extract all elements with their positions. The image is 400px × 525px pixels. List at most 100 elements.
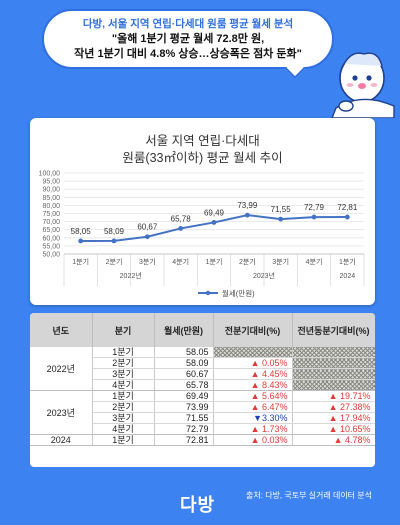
headline-subtitle: 다방, 서울 지역 연립·다세대 원룸 평균 월세 분석 <box>82 18 294 30</box>
y-tick-label: 100,00 <box>39 171 61 178</box>
x-tick-label: 3분기 <box>272 257 289 266</box>
header-yoy: 전년동분기대비(%) <box>292 313 375 347</box>
qoq-cell: ▲ 1.73% <box>213 423 293 436</box>
y-tick-label: 75,00 <box>42 211 60 218</box>
yoy-cell <box>292 368 375 381</box>
data-point <box>278 216 284 222</box>
yoy-cell: ▲ 27.38% <box>292 401 375 414</box>
header-year: 년도 <box>30 313 93 347</box>
data-label: 58,05 <box>71 227 92 236</box>
headline-line-2: 작년 1분기 대비 4.8% 상승…상승폭은 점차 둔화" <box>74 48 302 60</box>
chart-card: 서울 지역 연립·다세대 원룸(33㎡이하) 평균 월세 추이 50,00 55,… <box>30 118 375 305</box>
bubble-tail <box>285 59 305 79</box>
year-cell: 2024 <box>30 434 93 447</box>
data-point <box>311 214 317 220</box>
y-tick-label: 95,00 <box>42 179 60 186</box>
yoy-cell: ▲ 4.78% <box>292 434 375 447</box>
table-row: 3분기 71.55 ▼3.30% ▲ 17.94% <box>30 412 375 425</box>
data-label: 65,78 <box>171 214 192 223</box>
x-tick-label: 2분기 <box>106 257 123 266</box>
data-point <box>144 234 150 240</box>
qoq-cell: ▲ 5.64% <box>213 390 293 403</box>
qoq-cell: ▼3.30% <box>213 412 293 425</box>
table-row: 2022년 1분기 58.05 <box>30 347 375 392</box>
x-tick-label: 4분기 <box>172 257 189 266</box>
qoq-cell: ▲ 0.03% <box>213 434 293 447</box>
data-point <box>244 212 250 218</box>
headline-bubble: 다방, 서울 지역 연립·다세대 원룸 평균 월세 분석 "올해 1분기 평균 … <box>42 9 334 79</box>
data-label: 69,49 <box>204 208 225 217</box>
quarter-cell: 1분기 <box>92 390 155 403</box>
data-table-card: 년도 분기 월세(만원) 전분기대비(%) 전년동분기대비(%) 2022년 1분… <box>30 313 375 467</box>
y-tick-label: 85,00 <box>42 195 60 202</box>
quarter-cell: 2분기 <box>92 357 155 370</box>
quarter-cell: 4분기 <box>92 423 155 436</box>
quarter-cell: 1분기 <box>92 434 155 447</box>
data-label: 71,55 <box>271 205 292 214</box>
table-row: 3분기 60.67 ▲ 4.45% <box>30 368 375 381</box>
y-tick-label: 80,00 <box>42 203 60 210</box>
year-cell: 2022년 <box>30 347 93 392</box>
x-tick-label: 4분기 <box>306 257 323 266</box>
table-row: 2분기 58.09 ▲ 0.05% <box>30 357 375 370</box>
data-label: 72,81 <box>337 203 358 212</box>
mascot-character <box>331 52 395 118</box>
x-group-label: 2023년 <box>253 271 275 280</box>
x-tick-label: 1분기 <box>339 257 356 266</box>
qoq-cell: ▲ 6.47% <box>213 401 293 414</box>
header-qoq: 전분기대비(%) <box>213 313 293 347</box>
rent-cell: 73.99 <box>154 401 214 414</box>
y-tick-label: 70,00 <box>42 219 60 226</box>
y-tick-label: 65,00 <box>42 227 60 234</box>
chart-title-line-1: 서울 지역 연립·다세대 <box>145 134 260 148</box>
data-point <box>178 226 184 231</box>
table-row: 4분기 72.79 ▲ 1.73% ▲ 10.65% <box>30 423 375 436</box>
data-point <box>344 214 350 220</box>
qoq-cell: ▲ 0.05% <box>213 357 293 370</box>
data-point <box>78 238 84 244</box>
year-cell: 2023년 <box>30 390 93 436</box>
rent-table: 년도 분기 월세(만원) 전분기대비(%) 전년동분기대비(%) 2022년 1분… <box>30 313 375 447</box>
headline-line-1: "올해 1분기 평균 월세 72.8만 원, <box>111 33 265 45</box>
rent-cell: 69.49 <box>154 390 214 403</box>
y-tick-label: 50,00 <box>42 252 60 259</box>
y-tick-label: 55,00 <box>42 243 60 250</box>
rent-cell: 58.09 <box>154 357 214 370</box>
legend-marker <box>205 290 211 296</box>
x-group-label: 2022년 <box>120 271 142 280</box>
rent-cell: 72.79 <box>154 423 214 436</box>
qoq-cell <box>213 347 293 359</box>
yoy-cell <box>292 357 375 370</box>
x-group-label: 2024 <box>340 273 356 280</box>
brand-logo: 다방 <box>180 495 216 515</box>
table-row: 2분기 73.99 ▲ 6.47% ▲ 27.38% <box>30 401 375 414</box>
data-label: 60,67 <box>137 223 158 232</box>
x-tick-label: 1분기 <box>206 257 223 266</box>
quarter-cell: 3분기 <box>92 412 155 425</box>
rent-cell: 60.67 <box>154 368 214 381</box>
header-quarter: 분기 <box>92 313 155 347</box>
y-tick-label: 60,00 <box>42 235 60 242</box>
source-note: 출처: 다방, 국토부 실거래 데이터 분석 <box>246 491 372 500</box>
x-tick-label: 2분기 <box>239 257 256 266</box>
line-chart: 50,00 55,0060,0065,0070,0075,0080,0085,00… <box>39 171 365 298</box>
table-body: 2022년 1분기 58.05 2분기 58.09 ▲ 0.05% 3분기 60.67 ▲ 4.… <box>30 347 375 447</box>
table-row: 4분기 65.78 ▲ 8.43% <box>30 379 375 392</box>
yoy-cell <box>292 347 375 359</box>
table-row: 2024 1분기 72.81 ▲ 0.03% ▲ 4.78% <box>30 434 375 447</box>
data-label: 58,09 <box>104 227 125 236</box>
quarter-cell: 2분기 <box>92 401 155 414</box>
table-header-row: 년도 분기 월세(만원) 전분기대비(%) 전년동분기대비(%) <box>30 313 375 347</box>
y-tick-label: 90,00 <box>42 187 60 194</box>
yoy-cell: ▲ 10.65% <box>292 423 375 436</box>
legend-label: 월세(만원) <box>222 288 255 298</box>
rent-cell: 65.78 <box>154 379 214 392</box>
quarter-cell: 4분기 <box>92 379 155 392</box>
rent-cell: 58.05 <box>154 347 214 359</box>
x-tick-label: 1분기 <box>72 257 89 266</box>
yoy-cell <box>292 379 375 392</box>
quarter-cell: 1분기 <box>92 347 155 359</box>
qoq-cell: ▲ 8.43% <box>213 379 293 392</box>
qoq-cell: ▲ 4.45% <box>213 368 293 381</box>
x-tick-label: 3분기 <box>139 257 156 266</box>
